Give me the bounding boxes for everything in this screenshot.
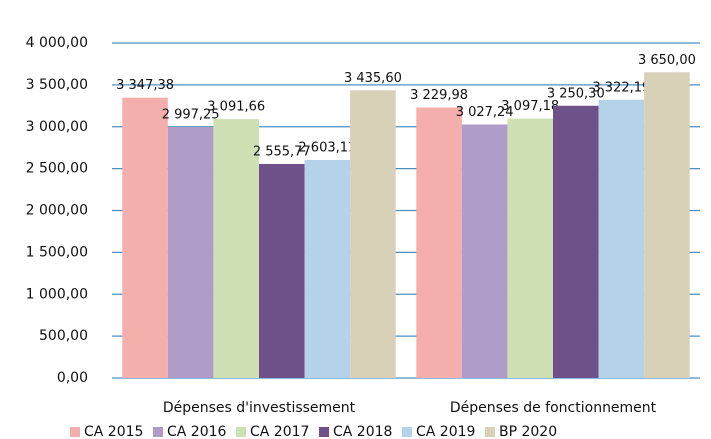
legend-label: CA 2017: [250, 424, 309, 439]
bar: [461, 124, 508, 378]
data-label: 3 027,24: [456, 105, 514, 120]
legend-label: CA 2016: [167, 424, 227, 439]
data-label: 3 322,19: [592, 80, 650, 95]
legend-label: CA 2015: [84, 424, 143, 439]
legend-swatch: [402, 427, 412, 437]
bar: [416, 107, 462, 379]
y-tick-label: 3 500,00: [26, 77, 88, 93]
y-tick-label: 1 500,00: [26, 244, 88, 260]
bar: [644, 72, 690, 378]
y-tick-label: 1 000,00: [26, 286, 88, 302]
legend-swatch: [319, 427, 329, 437]
legend-swatch: [236, 427, 246, 437]
bar: [122, 97, 168, 378]
data-label: 3 097,18: [501, 99, 559, 114]
legend-swatch: [153, 427, 163, 437]
y-tick-label: 500,00: [39, 328, 88, 344]
bar: [167, 126, 214, 378]
data-label: 3 347,38: [116, 78, 174, 93]
y-tick-label: 2 000,00: [26, 203, 88, 219]
data-label: 3 435,60: [344, 71, 402, 86]
bar: [553, 105, 599, 378]
legend-label: BP 2020: [499, 424, 557, 439]
legend-label: CA 2018: [333, 424, 392, 439]
data-label: 3 229,98: [410, 88, 468, 103]
bar: [213, 119, 259, 378]
legend-swatch: [485, 427, 495, 437]
y-tick-label: 3 000,00: [26, 119, 88, 135]
legend-label: CA 2019: [416, 424, 475, 439]
data-label: 2 997,25: [162, 107, 220, 122]
data-label: 3 650,00: [638, 53, 696, 68]
y-tick-label: 2 500,00: [26, 161, 88, 177]
data-label: 2 555,77: [253, 144, 311, 159]
y-tick-label: 0,00: [57, 370, 88, 386]
bar: [598, 99, 645, 378]
legend-swatch: [70, 427, 80, 437]
y-tick-label: 4 000,00: [26, 35, 88, 51]
data-label: 3 250,30: [547, 86, 605, 101]
bar: [350, 90, 396, 379]
x-tick-label: Dépenses de fonctionnement: [450, 400, 657, 416]
data-label: 3 091,66: [207, 100, 265, 115]
data-label: 2 603,11: [298, 140, 356, 155]
bar: [259, 163, 305, 378]
bar: [507, 118, 553, 378]
x-tick-label: Dépenses d'investissement: [163, 400, 356, 416]
bar: [304, 159, 351, 378]
